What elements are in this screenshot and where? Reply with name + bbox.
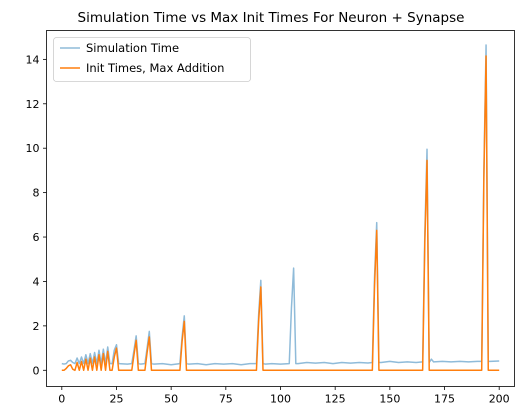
y-axis: 0 2 4 6 8 10 12 14 xyxy=(26,53,47,377)
x-tick-label: 150 xyxy=(379,393,400,406)
legend: Simulation Time Init Times, Max Addition xyxy=(53,37,251,82)
plot-area xyxy=(61,44,500,372)
y-tick-label: 6 xyxy=(33,231,40,244)
y-tick-label: 0 xyxy=(33,364,40,377)
x-tick-label: 50 xyxy=(164,393,178,406)
y-tick-label: 8 xyxy=(33,187,40,200)
chart-title: Simulation Time vs Max Init Times For Ne… xyxy=(78,10,465,26)
plot-frame xyxy=(46,30,515,387)
series-line-init-times xyxy=(61,55,500,372)
y-tick-label: 2 xyxy=(33,320,40,333)
x-tick-label: 0 xyxy=(58,393,65,406)
legend-box xyxy=(53,37,251,82)
legend-label-init-times: Init Times, Max Addition xyxy=(86,61,224,75)
x-tick-label: 125 xyxy=(325,393,346,406)
y-tick-label: 12 xyxy=(26,98,40,111)
x-tick-label: 25 xyxy=(109,393,123,406)
series-line-simulation-time xyxy=(61,44,500,366)
y-tick-label: 10 xyxy=(26,142,40,155)
y-tick-label: 14 xyxy=(26,53,40,66)
legend-label-simulation-time: Simulation Time xyxy=(86,41,179,55)
x-axis: 0 25 50 75 100 125 150 175 200 xyxy=(58,386,510,406)
x-tick-label: 100 xyxy=(270,393,291,406)
x-tick-label: 200 xyxy=(489,393,510,406)
x-tick-label: 175 xyxy=(434,393,455,406)
x-tick-label: 75 xyxy=(219,393,233,406)
y-tick-label: 4 xyxy=(33,275,40,288)
